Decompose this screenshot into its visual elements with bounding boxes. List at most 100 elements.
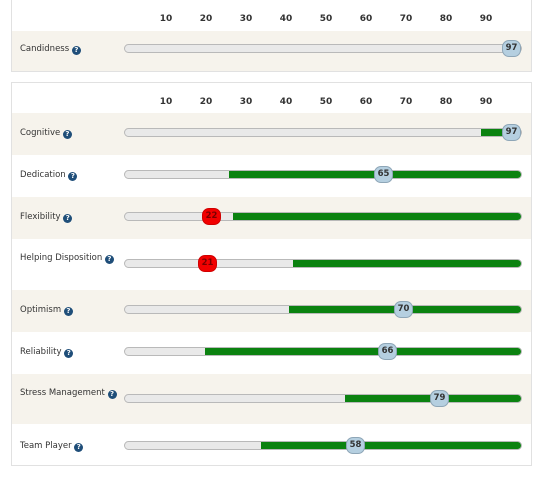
scale-label-50: 50 — [319, 97, 333, 107]
scale-tick — [405, 347, 406, 348]
scale-tick — [405, 44, 406, 45]
metric-label: Stress Management ? — [20, 388, 120, 399]
metric-row-dedication: Dedication ? 65 — [12, 155, 531, 197]
help-icon[interactable]: ? — [64, 349, 74, 358]
scale-tick — [365, 441, 366, 442]
score-track — [124, 305, 522, 314]
score-track — [124, 44, 522, 53]
scale-tick — [245, 305, 246, 306]
score-marker[interactable]: 70 — [394, 301, 413, 318]
score-marker[interactable]: 22 — [202, 208, 221, 225]
scale-tick — [445, 170, 446, 171]
score-marker[interactable]: 97 — [502, 40, 521, 57]
scale-tick — [445, 212, 446, 213]
scale-tick — [325, 44, 326, 45]
scale-tick — [205, 128, 206, 129]
score-range-fill — [481, 129, 521, 136]
metric-row: Candidness ? 97 — [12, 31, 531, 71]
score-marker[interactable]: 21 — [198, 255, 217, 272]
scale-tick — [365, 212, 366, 213]
scale-tick — [445, 441, 446, 442]
metric-label: Team Player ? — [20, 441, 84, 452]
scale-label-40: 40 — [279, 97, 293, 107]
score-track — [124, 347, 522, 356]
help-icon[interactable]: ? — [71, 46, 81, 55]
scale-tick — [485, 347, 486, 348]
scale-tick — [245, 259, 246, 260]
scale-label-10: 10 — [159, 97, 173, 107]
scale-label-70: 70 — [399, 97, 413, 107]
scale-label-80: 80 — [439, 97, 453, 107]
scale-tick — [405, 441, 406, 442]
scale-label-60: 60 — [359, 14, 373, 24]
scale-tick — [365, 44, 366, 45]
scale-tick — [165, 259, 166, 260]
metric-label: Flexibility ? — [20, 212, 73, 223]
score-marker[interactable]: 79 — [430, 390, 449, 407]
scale-tick — [365, 259, 366, 260]
scale-tick — [165, 347, 166, 348]
score-range-fill — [233, 213, 521, 220]
scale-tick — [165, 44, 166, 45]
help-icon[interactable]: ? — [63, 214, 73, 223]
scale-tick — [325, 394, 326, 395]
score-track — [124, 394, 522, 403]
scale-label-10: 10 — [159, 14, 173, 24]
scale-label-60: 60 — [359, 97, 373, 107]
scale-label-30: 30 — [239, 97, 253, 107]
scale-tick — [365, 347, 366, 348]
scale-tick — [445, 347, 446, 348]
scale-tick — [325, 347, 326, 348]
help-icon[interactable]: ? — [74, 443, 84, 452]
help-icon[interactable]: ? — [107, 390, 117, 399]
scale-header: 10 20 30 40 50 60 70 80 90 — [12, 93, 531, 113]
scale-tick — [365, 305, 366, 306]
scale-tick — [285, 394, 286, 395]
metric-label: Dedication ? — [20, 170, 78, 181]
scale-tick — [285, 347, 286, 348]
score-track — [124, 259, 522, 268]
scale-tick — [165, 128, 166, 129]
metric-label: Cognitive ? — [20, 128, 72, 139]
scale-tick — [405, 128, 406, 129]
score-marker[interactable]: 66 — [378, 343, 397, 360]
score-marker[interactable]: 58 — [346, 437, 365, 454]
metric-row-optimism: Optimism ? 70 — [12, 290, 531, 332]
scale-tick — [285, 212, 286, 213]
scale-tick — [205, 44, 206, 45]
help-icon[interactable]: ? — [68, 172, 78, 181]
scale-tick — [245, 128, 246, 129]
scale-label-20: 20 — [199, 14, 213, 24]
scale-tick — [325, 441, 326, 442]
candidness-panel: 10 20 30 40 50 60 70 80 90 Candidness ? … — [11, 0, 532, 72]
scale-tick — [285, 170, 286, 171]
scale-tick — [165, 170, 166, 171]
scale-tick — [245, 44, 246, 45]
score-marker[interactable]: 65 — [374, 166, 393, 183]
scale-tick — [405, 212, 406, 213]
scale-tick — [445, 44, 446, 45]
score-track — [124, 170, 522, 179]
metric-row-reliability: Reliability ? 66 — [12, 332, 531, 374]
help-icon[interactable]: ? — [104, 255, 114, 264]
scale-tick — [325, 128, 326, 129]
scale-tick — [285, 441, 286, 442]
scale-tick — [245, 394, 246, 395]
help-icon[interactable]: ? — [62, 130, 72, 139]
help-icon[interactable]: ? — [63, 307, 73, 316]
scale-label-80: 80 — [439, 14, 453, 24]
metric-row-flexibility: Flexibility ? 22 — [12, 197, 531, 239]
scale-tick — [205, 347, 206, 348]
score-marker[interactable]: 97 — [502, 124, 521, 141]
scale-tick — [325, 305, 326, 306]
scale-tick — [205, 305, 206, 306]
scale-tick — [485, 441, 486, 442]
scale-label-90: 90 — [479, 14, 493, 24]
scale-tick — [285, 259, 286, 260]
scale-tick — [285, 44, 286, 45]
scale-tick — [405, 259, 406, 260]
scale-tick — [325, 170, 326, 171]
score-range-fill — [293, 260, 521, 267]
scale-label-30: 30 — [239, 14, 253, 24]
scale-label-70: 70 — [399, 14, 413, 24]
